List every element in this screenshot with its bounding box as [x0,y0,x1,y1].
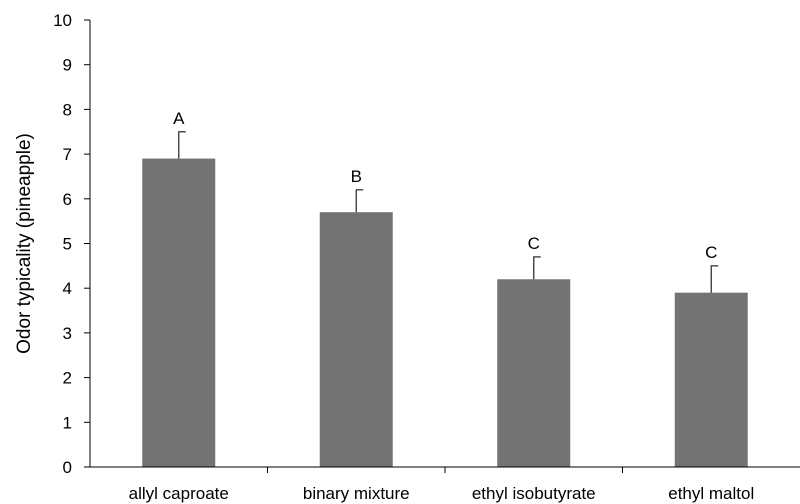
significance-labels: A B C C [173,109,717,262]
y-axis-ticks: 0 1 2 3 4 5 6 7 8 9 10 [53,11,90,477]
y-tick-label: 10 [53,11,72,30]
significance-label: C [705,243,717,262]
bars [142,158,748,467]
y-tick-label: 5 [63,235,72,254]
x-axis-categories: allyl caproate binary mixture ethyl isobut… [129,467,754,503]
y-tick-label: 1 [63,413,72,432]
significance-label: B [351,167,362,186]
y-tick-label: 7 [63,145,72,164]
significance-label: C [528,234,540,253]
bar [674,292,748,467]
y-tick-label: 0 [63,458,72,477]
bar [497,279,571,467]
x-category-label: ethyl isobutyrate [472,484,596,503]
x-category-label: allyl caproate [129,484,229,503]
y-tick-label: 4 [63,279,72,298]
significance-label: A [173,109,185,128]
y-tick-label: 6 [63,190,72,209]
y-tick-label: 8 [63,100,72,119]
y-tick-label: 3 [63,324,72,343]
y-tick-label: 9 [63,56,72,75]
y-tick-label: 2 [63,369,72,388]
y-axis-title: Odor typicality (pineapple) [14,133,35,354]
x-category-label: binary mixture [303,484,410,503]
error-bars [178,131,719,293]
bar [319,212,393,467]
x-category-label: ethyl maltol [668,484,754,503]
bar [142,158,216,467]
